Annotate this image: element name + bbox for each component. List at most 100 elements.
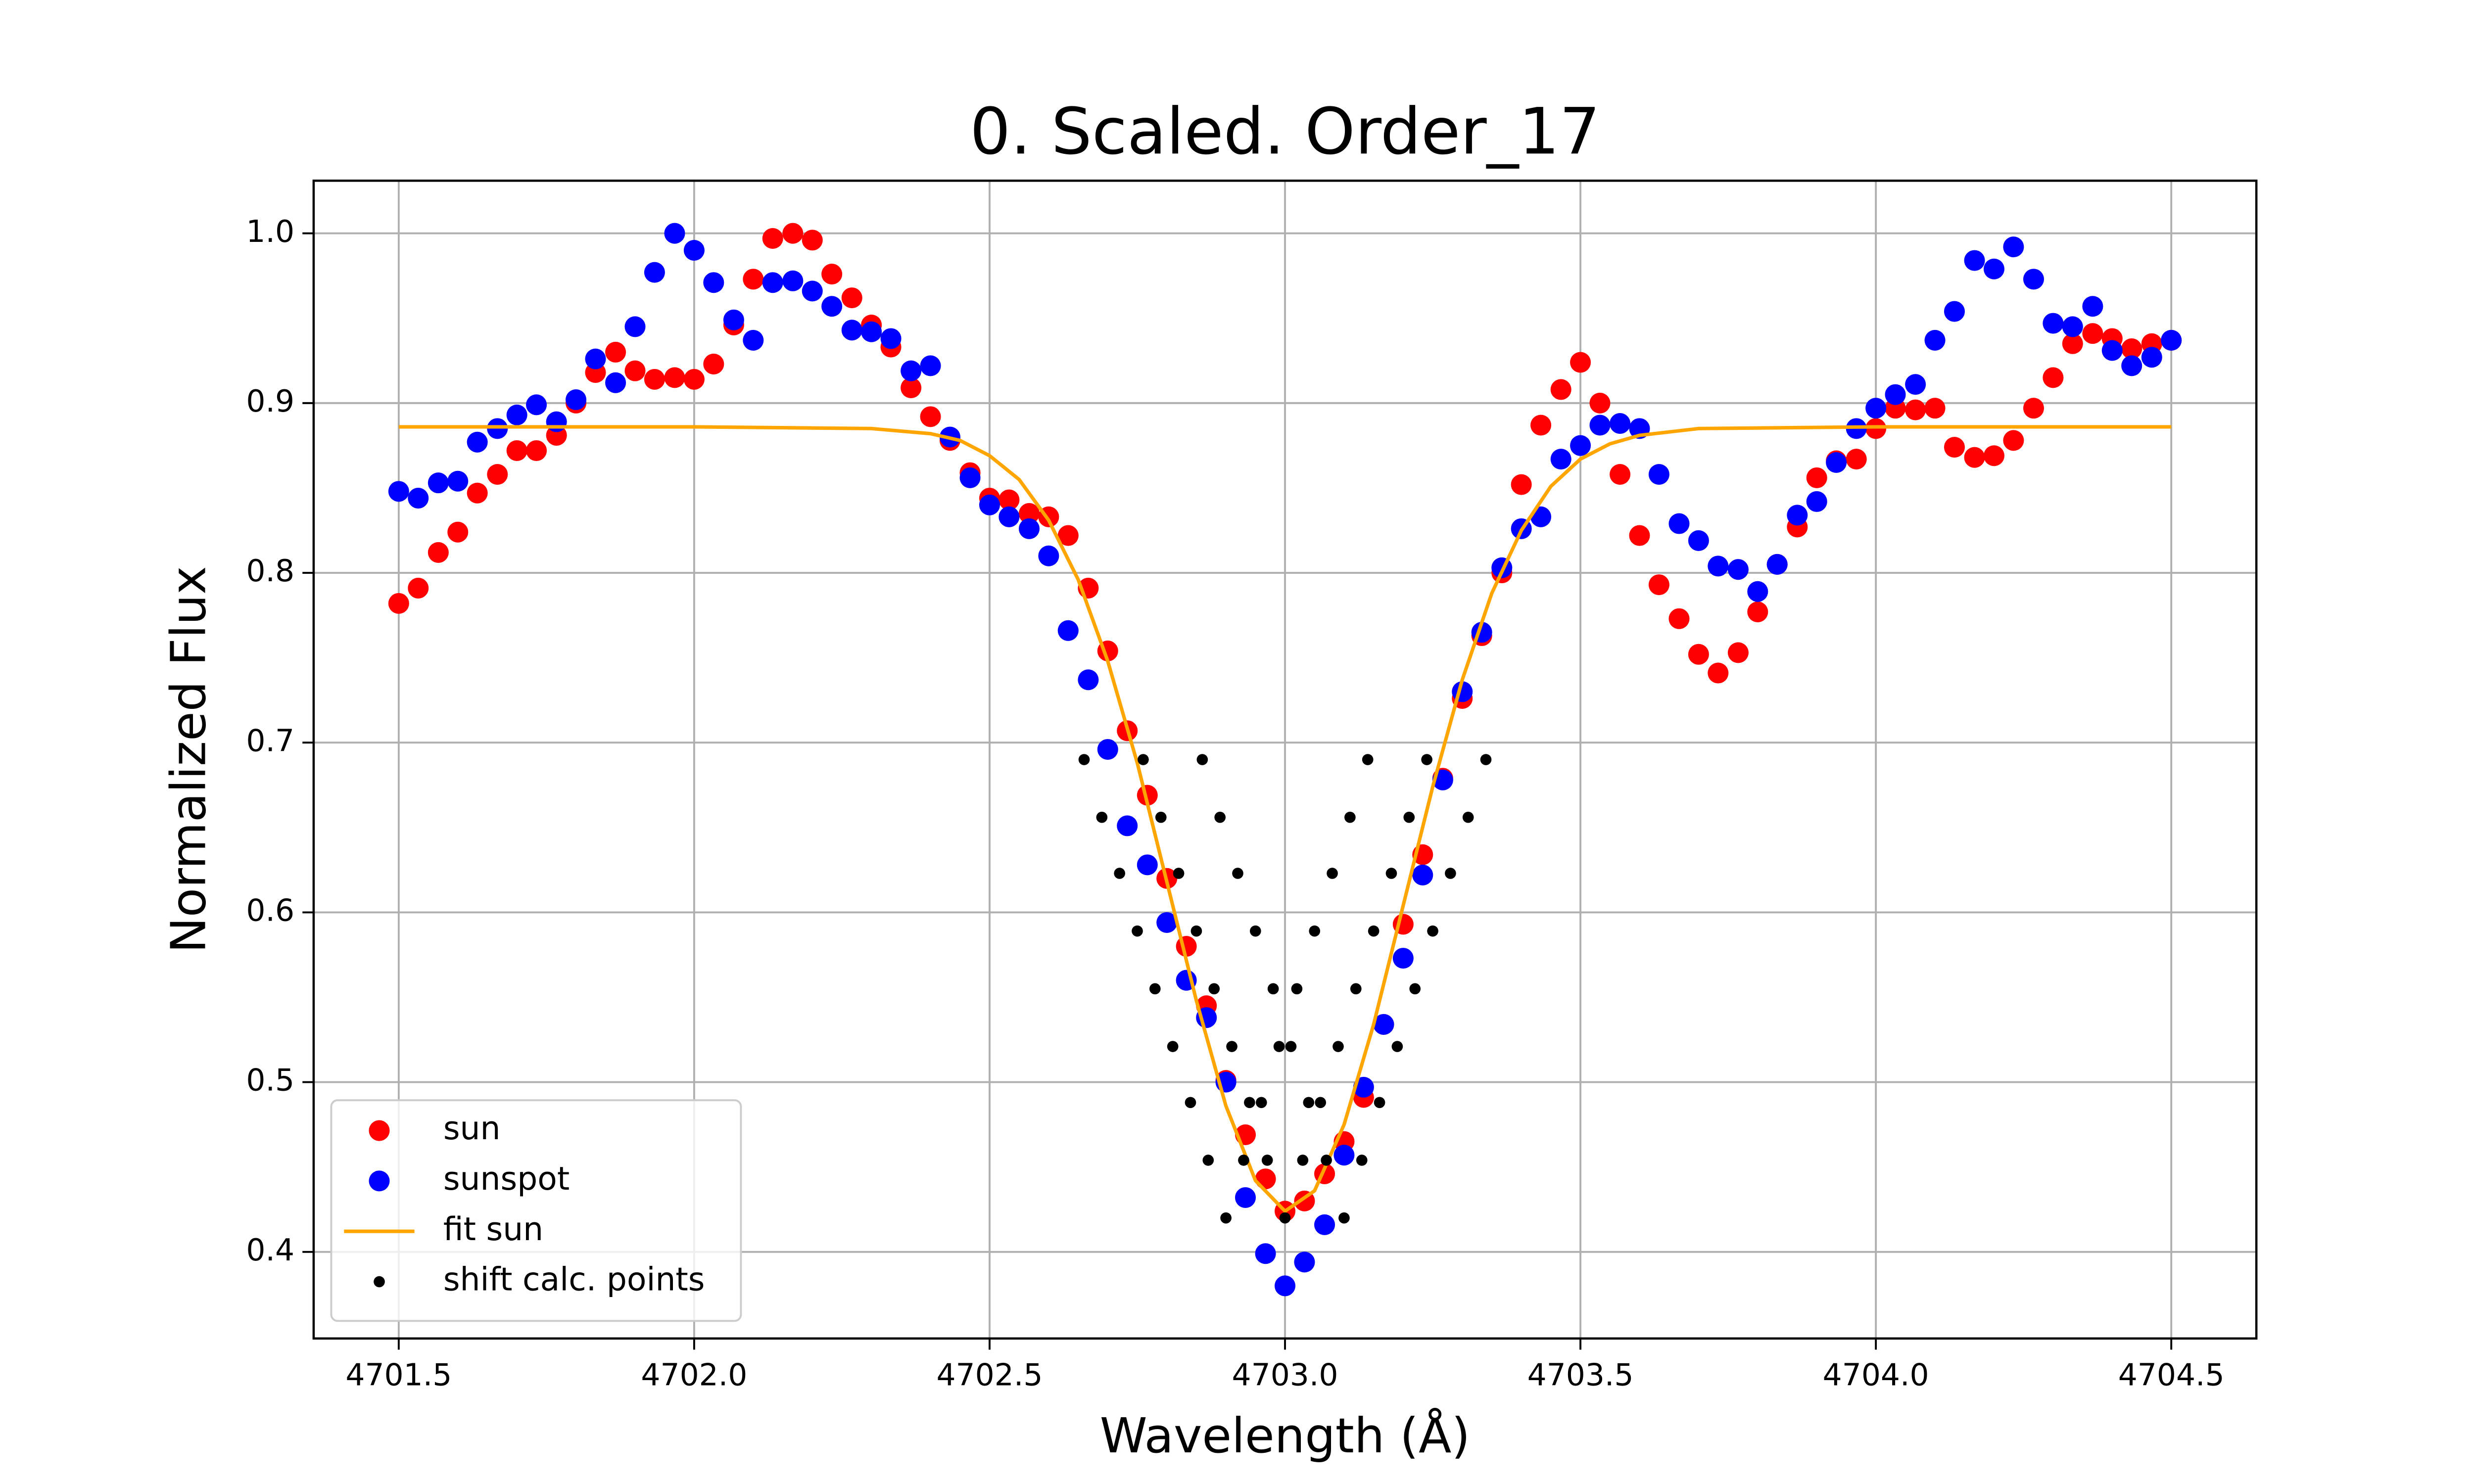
- data-point: [1350, 983, 1362, 995]
- data-point: [1964, 250, 1985, 271]
- data-point: [428, 472, 449, 494]
- data-point: [1321, 1155, 1332, 1166]
- data-point: [1275, 1275, 1296, 1297]
- data-point: [1589, 415, 1611, 436]
- data-point: [743, 329, 764, 351]
- data-point: [1291, 983, 1303, 995]
- data-point: [1314, 1214, 1335, 1235]
- data-point: [1570, 435, 1591, 456]
- data-point: [2141, 347, 2162, 368]
- data-point: [821, 296, 843, 317]
- data-point: [585, 348, 606, 370]
- data-point: [762, 272, 783, 293]
- data-point: [1208, 983, 1220, 995]
- data-point: [1078, 669, 1099, 691]
- x-tick-label: 4704.0: [1823, 1357, 1929, 1392]
- data-point: [1279, 1212, 1291, 1224]
- data-point: [1445, 868, 1456, 879]
- data-point: [566, 389, 587, 411]
- data-point: [487, 464, 508, 485]
- data-point: [1285, 1041, 1297, 1052]
- legend-swatch: [369, 1120, 390, 1141]
- data-point: [1648, 574, 1669, 596]
- data-point: [1267, 983, 1279, 995]
- data-point: [1368, 925, 1380, 937]
- data-point: [1185, 1097, 1196, 1109]
- data-point: [1846, 449, 1867, 470]
- data-point: [1114, 868, 1125, 879]
- data-point: [388, 593, 409, 614]
- data-point: [2101, 340, 2123, 361]
- data-point: [2062, 316, 2083, 337]
- data-point: [1255, 1097, 1267, 1109]
- data-point: [723, 309, 744, 330]
- data-point: [1309, 925, 1321, 937]
- data-point: [1333, 1145, 1355, 1166]
- data-point: [703, 353, 724, 374]
- data-point: [1038, 545, 1059, 566]
- data-point: [1826, 452, 1847, 473]
- data-point: [999, 506, 1020, 527]
- data-point: [1332, 1041, 1344, 1052]
- data-point: [1727, 642, 1749, 663]
- data-point: [1149, 983, 1161, 995]
- x-tick-label: 4703.0: [1232, 1357, 1338, 1392]
- data-point: [605, 372, 626, 393]
- data-point: [1096, 811, 1108, 823]
- data-point: [1983, 258, 2004, 279]
- y-tick-label: 0.8: [246, 554, 294, 589]
- data-point: [1137, 785, 1158, 806]
- data-point: [1155, 811, 1167, 823]
- data-point: [1057, 620, 1079, 641]
- data-point: [2161, 329, 2182, 351]
- data-point: [1138, 754, 1149, 765]
- data-point: [1303, 1097, 1315, 1109]
- data-point: [1214, 811, 1226, 823]
- data-point: [1385, 868, 1397, 879]
- data-point: [1202, 1155, 1214, 1166]
- data-point: [2023, 398, 2044, 419]
- data-point: [1480, 754, 1492, 765]
- data-point: [644, 369, 665, 390]
- data-point: [1610, 413, 1631, 434]
- data-point: [1244, 1097, 1255, 1109]
- data-point: [2082, 296, 2103, 317]
- x-tick-label: 4702.0: [641, 1357, 747, 1392]
- data-point: [1530, 415, 1552, 436]
- data-point: [1668, 608, 1690, 629]
- data-point: [1550, 449, 1571, 470]
- y-tick-label: 0.7: [246, 723, 294, 758]
- data-point: [605, 341, 626, 363]
- data-point: [683, 239, 705, 261]
- data-point: [1944, 437, 1965, 458]
- data-point: [2003, 236, 2024, 258]
- data-point: [447, 521, 469, 543]
- data-point: [1747, 581, 1768, 602]
- data-point: [1409, 983, 1421, 995]
- data-point: [408, 577, 429, 599]
- data-point: [1255, 1243, 1276, 1264]
- data-point: [1097, 739, 1118, 760]
- x-tick-label: 4703.5: [1527, 1357, 1634, 1392]
- data-point: [861, 321, 882, 342]
- data-point: [1356, 1155, 1368, 1166]
- data-point: [1190, 925, 1202, 937]
- data-point: [1462, 811, 1474, 823]
- y-tick-label: 0.5: [246, 1063, 294, 1098]
- data-point: [526, 440, 547, 461]
- legend-label: sunspot: [443, 1160, 570, 1198]
- data-point: [1018, 518, 1040, 539]
- data-point: [1374, 1097, 1385, 1109]
- y-axis-label: Normalized Flux: [160, 566, 216, 953]
- data-point: [1688, 530, 1709, 551]
- data-point: [2121, 338, 2142, 360]
- x-axis-label: Wavelength (Å): [1100, 1408, 1470, 1464]
- data-point: [920, 406, 941, 427]
- data-point: [1787, 505, 1808, 526]
- data-point: [1708, 556, 1729, 577]
- data-point: [2082, 323, 2103, 344]
- data-point: [467, 431, 488, 453]
- data-point: [1196, 754, 1208, 765]
- data-point: [1344, 811, 1356, 823]
